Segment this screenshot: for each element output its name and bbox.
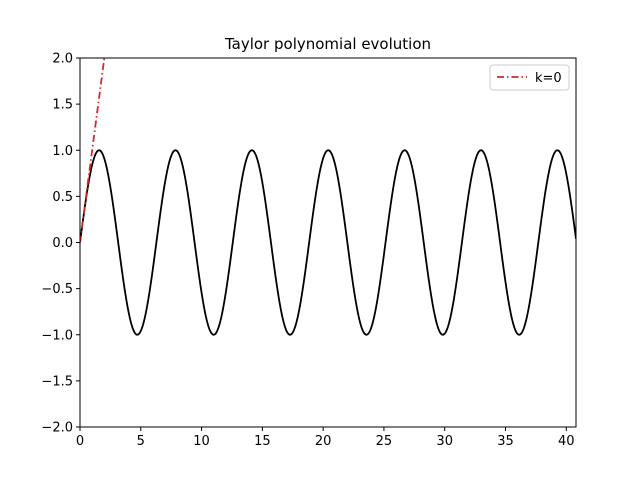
- x-tick-label: 5: [137, 434, 145, 449]
- x-tick-label: 25: [376, 434, 393, 449]
- x-tick-label: 20: [315, 434, 332, 449]
- plot-frame: [79, 57, 577, 428]
- y-tick-label: 0.5: [52, 190, 73, 205]
- y-tick-label: −2.0: [41, 421, 73, 436]
- y-tick-label: 0.0: [52, 236, 73, 251]
- legend-box: [489, 64, 570, 91]
- chart-title: Taylor polynomial evolution: [224, 35, 431, 53]
- y-tick-label: 1.5: [52, 98, 73, 113]
- legend-label-k0: k=0: [535, 71, 562, 86]
- x-tick-label: 10: [193, 434, 210, 449]
- y-tick-label: 1.0: [52, 144, 73, 159]
- y-tick-label: −1.5: [41, 374, 73, 389]
- y-tick-label: −0.5: [41, 282, 73, 297]
- series-line-sin: [80, 149, 576, 336]
- x-tick-label: 0: [76, 434, 84, 449]
- y-tick-label: −1.0: [41, 328, 73, 343]
- x-tick-label: 35: [497, 434, 514, 449]
- legend: k=0: [489, 64, 570, 91]
- x-tick-label: 15: [254, 434, 271, 449]
- series-line-k0: [80, 58, 106, 244]
- x-tick-label: 30: [436, 434, 453, 449]
- y-tick-label: 2.0: [52, 52, 73, 67]
- x-tick-label: 40: [558, 434, 575, 449]
